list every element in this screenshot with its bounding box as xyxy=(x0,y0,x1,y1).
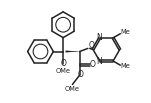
Text: N: N xyxy=(96,33,102,42)
Text: Me: Me xyxy=(121,29,131,36)
Text: O: O xyxy=(89,60,95,69)
Text: Me: Me xyxy=(121,63,131,69)
Text: OMe: OMe xyxy=(56,68,71,74)
Text: OMe: OMe xyxy=(64,86,79,92)
Text: O: O xyxy=(77,70,83,79)
Polygon shape xyxy=(66,51,79,52)
Text: O: O xyxy=(60,59,66,68)
Text: N: N xyxy=(96,57,102,66)
Text: O: O xyxy=(88,41,94,50)
